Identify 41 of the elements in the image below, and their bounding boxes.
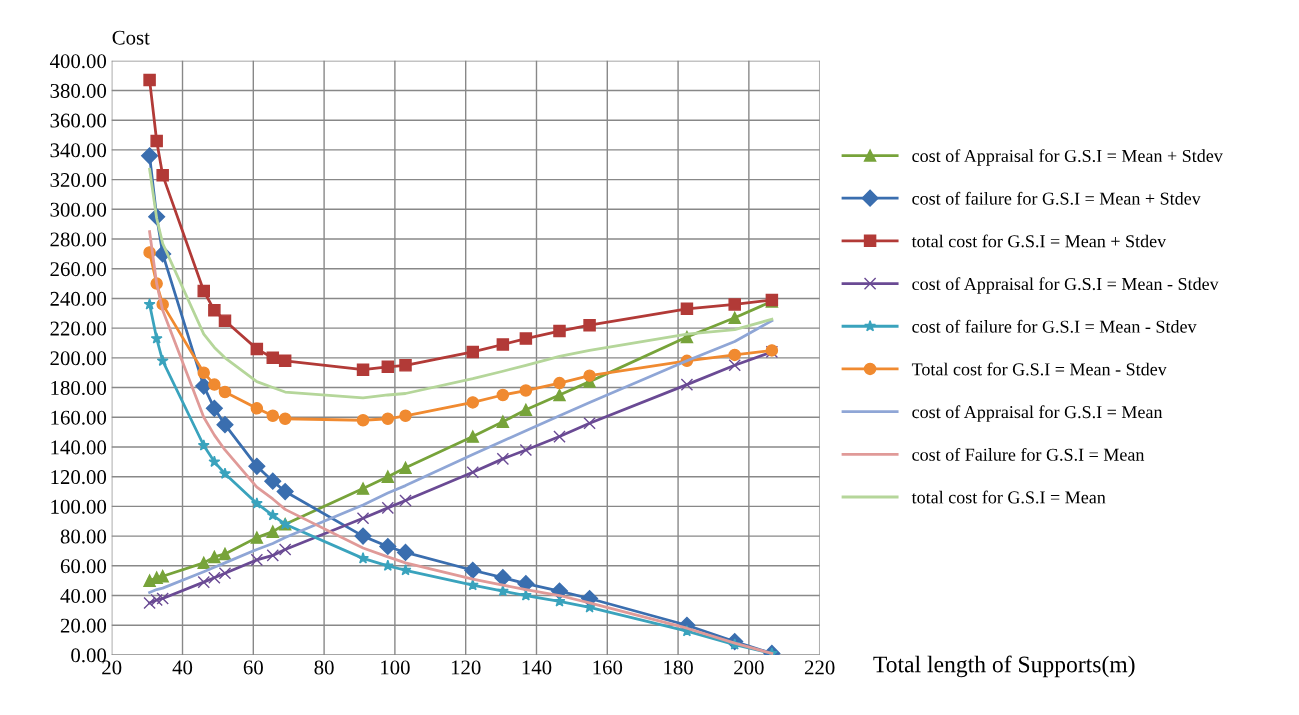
y-tick-label: 160.00: [51, 410, 107, 425]
y-tick-label: 320.00: [50, 172, 107, 188]
legend-label: cost of Failure for G.S.I = Mean: [912, 447, 1145, 461]
y-tick-label: 40.00: [60, 588, 107, 604]
y-tick-label: 80.00: [60, 529, 107, 544]
legend-label: Total cost for G.S.I = Mean - Stdev: [911, 362, 1167, 376]
y-tick-label: 180.00: [51, 380, 107, 396]
y-tick-label: 60.00: [60, 559, 107, 574]
y-tick-label: 340.00: [50, 143, 107, 158]
y-tick-label: 280.00: [50, 232, 107, 247]
x-tick-label: 140: [522, 660, 552, 675]
x-tick-label: 120: [451, 660, 481, 675]
x-tick-label: 100: [381, 660, 410, 675]
y-tick-label: 360.00: [50, 113, 107, 128]
y-axis-title: Cost: [112, 30, 150, 45]
x-tick-label: 80: [314, 660, 334, 675]
y-tick-label: 100.00: [51, 499, 107, 514]
y-tick-label: 120.00: [51, 470, 107, 485]
y-tick-label: 220.00: [50, 321, 107, 336]
y-tick-label: 380.00: [50, 83, 107, 99]
x-tick-label: 200: [734, 660, 764, 675]
legend-label: cost of Appraisal for G.S.I = Mean - Stdev: [912, 277, 1219, 294]
x-tick-label: 180: [664, 660, 693, 675]
legend-label: total cost for G.S.I = Mean + Stdev: [911, 234, 1167, 248]
x-tick-label: 40: [172, 660, 193, 675]
legend-label: cost of Appraisal for G.S.I = Mean: [912, 405, 1163, 422]
legend-label: cost of failure for G.S.I = Mean + Stdev: [912, 191, 1201, 205]
y-tick-label: 260.00: [50, 262, 107, 277]
x-axis-title: Total length of Supports(m): [873, 655, 1135, 678]
y-tick-label: 240.00: [50, 291, 107, 306]
x-tick-label: 160: [593, 660, 623, 675]
x-tick-label: 60: [243, 660, 263, 675]
y-tick-label: 300.00: [50, 202, 107, 217]
y-tick-label: 140.00: [51, 440, 107, 455]
y-tick-label: 200.00: [50, 351, 107, 366]
y-tick-label: 20.00: [60, 618, 107, 633]
legend-label: cost of Appraisal for G.S.I = Mean + Stdev: [912, 149, 1223, 166]
x-tick-label: 220: [804, 660, 835, 675]
legend-label: total cost for G.S.I = Mean: [911, 490, 1106, 504]
y-tick-label: 400.00: [49, 54, 107, 69]
legend-label: cost of failure for G.S.I = Mean - Stdev: [912, 319, 1197, 333]
